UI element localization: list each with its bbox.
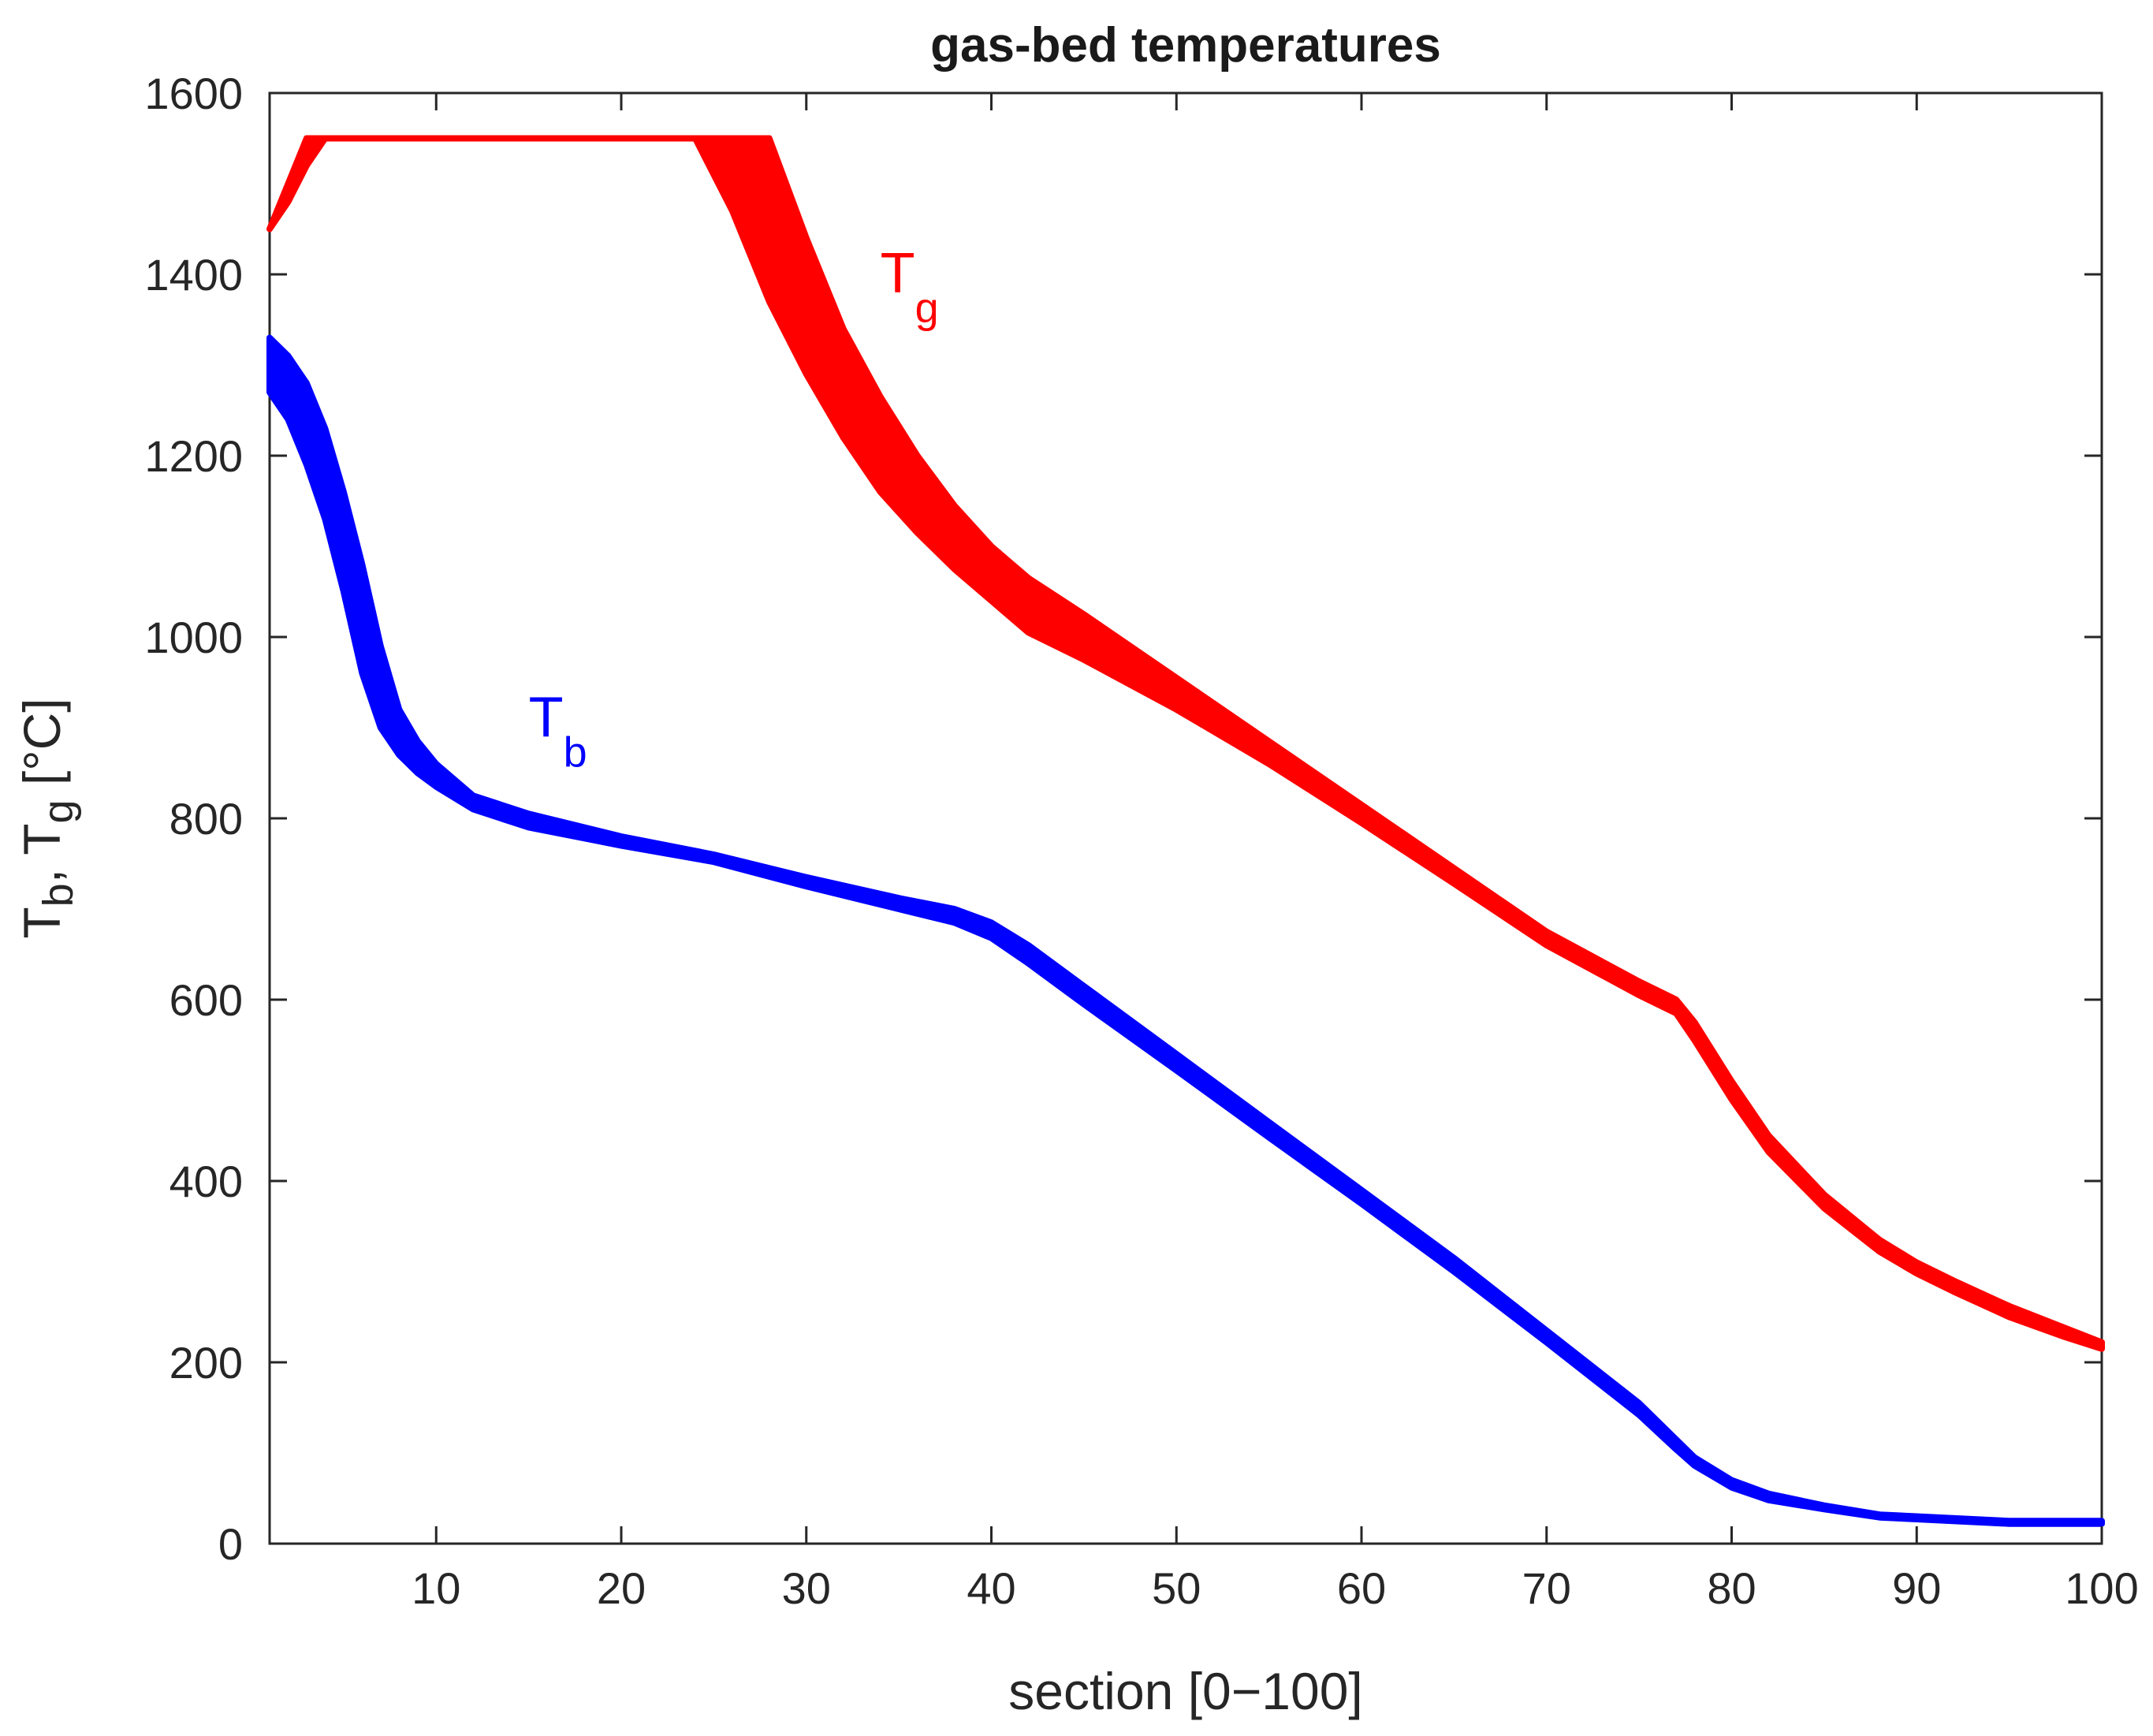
chart-title: gas-bed temperatures: [930, 18, 1441, 73]
x-tick-label: 100: [2065, 1563, 2138, 1613]
series-band-tb: [266, 334, 2105, 1527]
series-label-tb: Tb: [529, 687, 587, 777]
x-tick-label: 60: [1337, 1563, 1386, 1613]
x-tick-label: 80: [1707, 1563, 1756, 1613]
x-tick-label: 70: [1522, 1563, 1571, 1613]
y-tick-label: 800: [169, 794, 243, 844]
series-band-tg: [266, 135, 2105, 1352]
x-tick-label: 40: [967, 1563, 1015, 1613]
y-tick-label: 1600: [144, 69, 243, 118]
x-axis-label: section [0−100]: [1008, 1662, 1363, 1720]
x-tick-label: 20: [597, 1563, 646, 1613]
y-tick-label: 1000: [144, 613, 243, 662]
x-tick-label: 30: [782, 1563, 831, 1613]
y-tick-label: 600: [169, 975, 243, 1025]
x-tick-label: 90: [1892, 1563, 1941, 1613]
y-tick-label: 1200: [144, 431, 243, 481]
y-tick-label: 0: [218, 1519, 243, 1569]
x-tick-label: 10: [412, 1563, 460, 1613]
series-layer: [266, 135, 2105, 1527]
ticks-layer: 10 20 30 40 50 60 70 80 90 1000200400600800100012…: [144, 69, 2138, 1613]
x-tick-label: 50: [1152, 1563, 1201, 1613]
series-label-tg: Tg: [881, 242, 939, 332]
y-axis-label: Tb, Tg [°C]: [13, 698, 82, 938]
y-tick-label: 200: [169, 1338, 243, 1388]
y-tick-label: 1400: [144, 250, 243, 300]
labels-layer: Tg Tb: [529, 242, 939, 777]
y-tick-label: 400: [169, 1157, 243, 1206]
